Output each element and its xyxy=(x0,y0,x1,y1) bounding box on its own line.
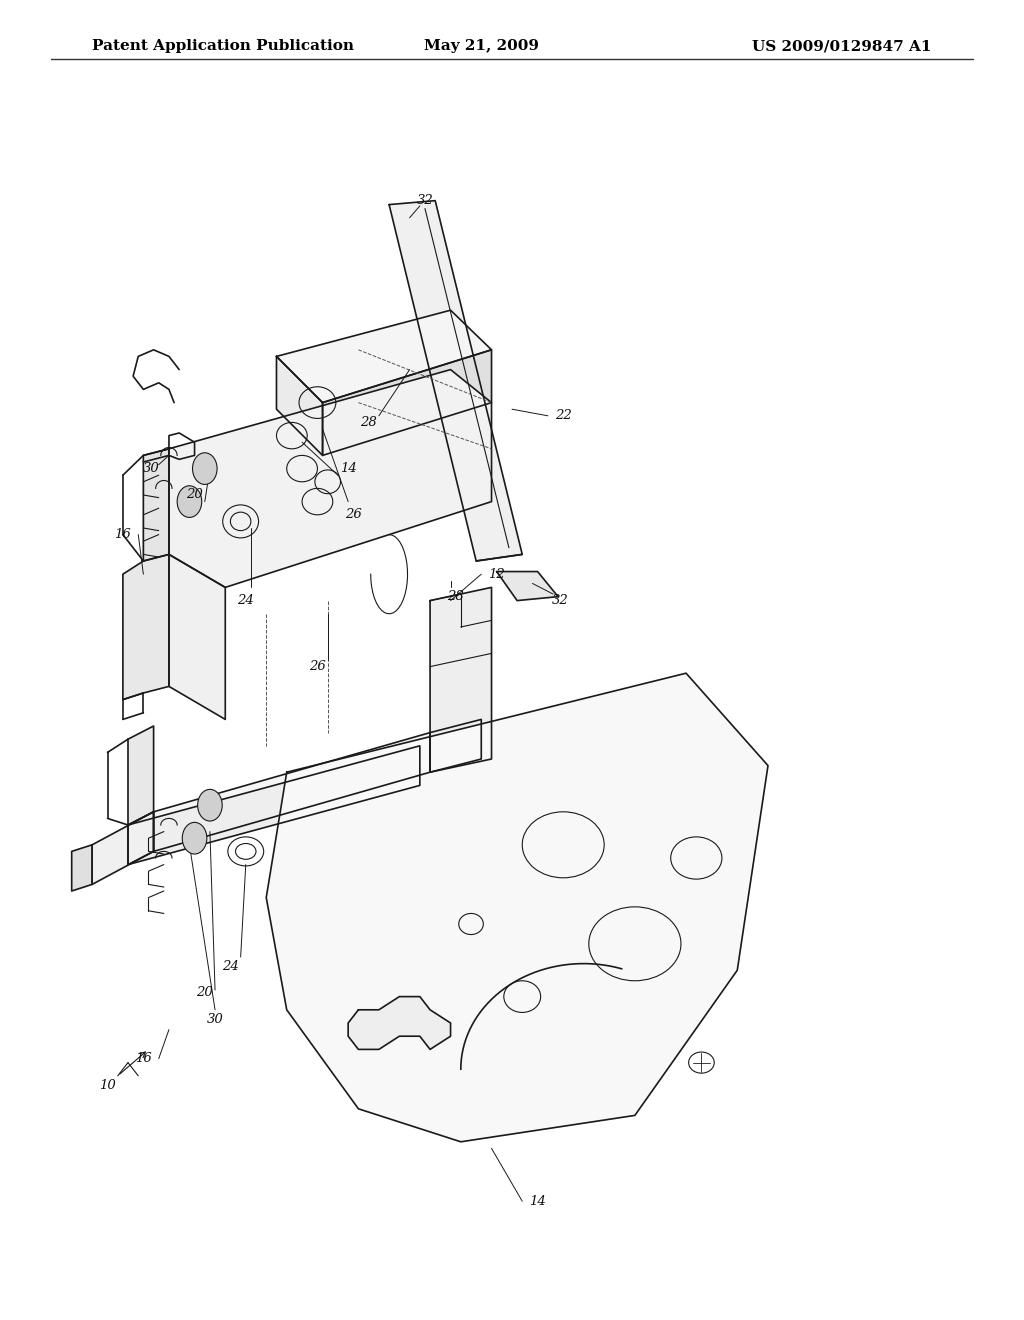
Polygon shape xyxy=(169,554,225,719)
Polygon shape xyxy=(143,449,169,561)
Polygon shape xyxy=(276,310,492,403)
Polygon shape xyxy=(128,746,420,865)
Polygon shape xyxy=(123,554,169,700)
Circle shape xyxy=(177,486,202,517)
Text: 32: 32 xyxy=(552,594,568,607)
Polygon shape xyxy=(72,845,92,891)
Polygon shape xyxy=(348,997,451,1049)
Text: 16: 16 xyxy=(135,1052,152,1065)
Polygon shape xyxy=(430,587,492,772)
Text: 24: 24 xyxy=(238,594,254,607)
Text: 24: 24 xyxy=(222,960,239,973)
Text: 28: 28 xyxy=(447,590,464,603)
Polygon shape xyxy=(430,719,481,772)
Text: Patent Application Publication: Patent Application Publication xyxy=(92,40,354,53)
Polygon shape xyxy=(169,370,492,587)
Polygon shape xyxy=(128,726,154,825)
Text: 12: 12 xyxy=(488,568,505,581)
Circle shape xyxy=(198,789,222,821)
Text: 20: 20 xyxy=(197,986,213,999)
Polygon shape xyxy=(128,812,154,865)
Text: 20: 20 xyxy=(186,488,203,502)
Text: 30: 30 xyxy=(207,1012,223,1026)
Text: 10: 10 xyxy=(99,1078,116,1092)
Text: 14: 14 xyxy=(340,462,356,475)
Polygon shape xyxy=(276,356,323,455)
Circle shape xyxy=(182,822,207,854)
Text: 14: 14 xyxy=(529,1195,546,1208)
Polygon shape xyxy=(323,350,492,455)
Text: 22: 22 xyxy=(555,409,571,422)
Polygon shape xyxy=(266,673,768,1142)
Polygon shape xyxy=(389,201,522,561)
Text: 32: 32 xyxy=(417,194,433,207)
Text: May 21, 2009: May 21, 2009 xyxy=(424,40,539,53)
Polygon shape xyxy=(154,733,430,851)
Text: US 2009/0129847 A1: US 2009/0129847 A1 xyxy=(753,40,932,53)
Text: 28: 28 xyxy=(360,416,377,429)
Polygon shape xyxy=(92,812,154,884)
Polygon shape xyxy=(497,572,558,601)
Text: 30: 30 xyxy=(143,462,160,475)
Text: 26: 26 xyxy=(345,508,361,521)
Circle shape xyxy=(193,453,217,484)
Text: 26: 26 xyxy=(309,660,326,673)
Text: 16: 16 xyxy=(115,528,131,541)
